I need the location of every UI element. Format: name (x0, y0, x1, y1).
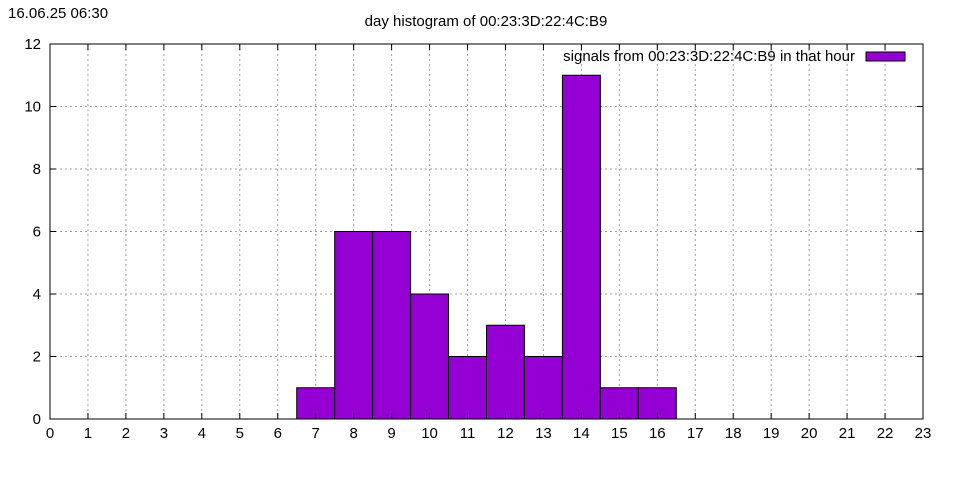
bar-hour-9 (372, 231, 412, 420)
timestamp: 16.06.25 06:30 (8, 5, 108, 22)
y-tick-labels: 0 2 4 6 8 10 12 (24, 36, 41, 428)
x-tick-labels: 0 1 2 3 4 5 6 7 8 9 10 11 12 13 14 15 16 17 18 19 20 21 22 23 (46, 425, 932, 442)
x-tick-label: 13 (535, 425, 552, 442)
x-tick-label: 2 (122, 425, 130, 442)
x-tick-label: 1 (84, 425, 92, 442)
x-tick-label: 18 (725, 425, 742, 442)
x-tick-label: 23 (915, 425, 932, 442)
x-tick-label: 21 (839, 425, 856, 442)
bar-hour-13 (523, 356, 563, 420)
bar-hour-10 (410, 293, 450, 420)
legend-swatch (865, 51, 906, 62)
chart-title: day histogram of 00:23:3D:22:4C:B9 (365, 13, 608, 30)
bar-hour-14 (561, 74, 601, 420)
y-tick-label: 10 (24, 99, 41, 116)
x-tick-label: 3 (160, 425, 168, 442)
y-tick-label: 2 (33, 349, 41, 366)
bar-hour-8 (334, 231, 374, 420)
y-tick-label: 8 (33, 161, 41, 178)
x-tick-label: 20 (801, 425, 818, 442)
x-tick-label: 19 (763, 425, 780, 442)
y-tick-label: 0 (33, 411, 41, 428)
bar-hour-11 (448, 356, 488, 420)
x-tick-label: 10 (421, 425, 438, 442)
legend-label: signals from 00:23:3D:22:4C:B9 in that h… (563, 48, 855, 65)
legend: signals from 00:23:3D:22:4C:B9 in that h… (563, 48, 906, 65)
x-tick-label: 17 (687, 425, 704, 442)
x-tick-label: 22 (877, 425, 894, 442)
bars (296, 74, 677, 420)
axis-ticks (49, 43, 924, 420)
x-tick-label: 8 (349, 425, 357, 442)
x-tick-label: 12 (497, 425, 514, 442)
x-tick-label: 6 (274, 425, 282, 442)
x-tick-label: 5 (236, 425, 244, 442)
x-tick-label: 7 (312, 425, 320, 442)
y-tick-label: 12 (24, 36, 41, 53)
x-tick-label: 4 (198, 425, 206, 442)
y-tick-label: 6 (33, 224, 41, 241)
x-tick-label: 0 (46, 425, 54, 442)
x-tick-label: 16 (649, 425, 666, 442)
x-tick-label: 15 (611, 425, 628, 442)
x-tick-label: 9 (387, 425, 395, 442)
y-tick-label: 4 (33, 286, 41, 303)
bar-hour-12 (486, 324, 525, 420)
x-tick-label: 14 (573, 425, 590, 442)
x-tick-label: 11 (460, 425, 476, 442)
